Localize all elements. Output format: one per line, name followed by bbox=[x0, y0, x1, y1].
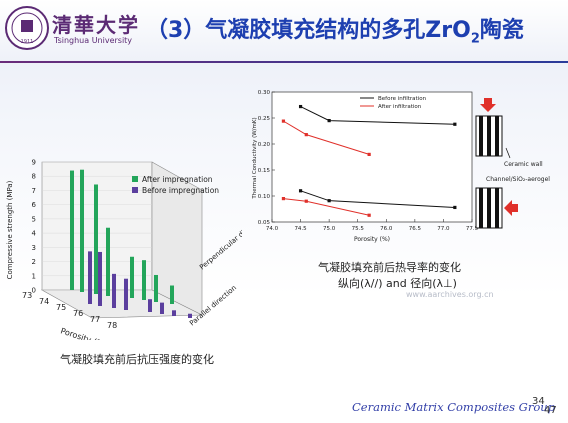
series-point bbox=[281, 119, 286, 123]
caption-right-1: 气凝胶填充前后热导率的变化 bbox=[318, 261, 461, 274]
series-lines bbox=[281, 104, 457, 217]
z-axis-label-perpendicular: Perpendicular direction bbox=[198, 213, 242, 271]
page-number-a: 34 bbox=[532, 396, 545, 407]
series-point bbox=[304, 199, 308, 203]
x-tick-label: 78 bbox=[107, 321, 117, 330]
series-point bbox=[327, 119, 331, 123]
label-ceramic-wall: Ceramic wall bbox=[504, 161, 543, 168]
header-divider bbox=[0, 61, 568, 63]
series-point bbox=[304, 133, 308, 137]
y-tick-label: 0.15 bbox=[258, 168, 271, 174]
x-tick-label: 75 bbox=[56, 303, 66, 312]
caption-left: 气凝胶填充前后抗压强度的变化 bbox=[60, 353, 214, 366]
bar-before bbox=[160, 302, 164, 314]
y-tick-label: 0.10 bbox=[258, 194, 271, 200]
series-point bbox=[327, 199, 331, 203]
chart-side-wall bbox=[151, 161, 203, 316]
x-axis-ticks: 74.0 74.5 75.0 75.5 76.0 76.5 77.0 77.5 bbox=[266, 219, 479, 232]
footer-group-name: Ceramic Matrix Composites Group bbox=[352, 400, 556, 414]
series-point bbox=[367, 213, 371, 217]
y-tick-label: 0 bbox=[32, 287, 36, 295]
bar-before bbox=[148, 299, 152, 312]
bar-after bbox=[94, 184, 98, 294]
y-axis-ticks: 0.05 0.10 0.15 0.20 0.25 0.30 bbox=[258, 90, 275, 226]
slide-title: （3）气凝胶填充结构的多孔ZrO2陶瓷 bbox=[146, 18, 524, 47]
y-tick-label: 0.30 bbox=[258, 90, 271, 96]
series-point bbox=[298, 104, 303, 109]
y-tick-label: 8 bbox=[32, 173, 36, 181]
bar-after bbox=[70, 170, 74, 290]
caption-right-2: 纵向(λ//) and 径向(λ⊥) bbox=[338, 277, 457, 290]
bars bbox=[70, 169, 192, 318]
y-tick-label: 0.20 bbox=[258, 142, 271, 148]
tsinghua-seal-icon: 1911 bbox=[5, 6, 49, 50]
bar-after bbox=[130, 256, 134, 298]
x-tick-label: 74.5 bbox=[294, 226, 307, 232]
y-tick-label: 2 bbox=[32, 258, 36, 266]
x-tick-label: 77.5 bbox=[466, 226, 479, 232]
y-tick-label: 0.05 bbox=[258, 220, 271, 226]
x-tick-label: 75.5 bbox=[352, 226, 365, 232]
series-point bbox=[281, 197, 286, 201]
bar-before bbox=[112, 273, 116, 308]
x-axis-ticks: 73 74 75 76 77 78 bbox=[22, 291, 117, 330]
bar-after bbox=[80, 169, 84, 292]
series-point bbox=[453, 122, 457, 126]
legend-after: After infiltration bbox=[378, 104, 422, 110]
university-name-cn: 清華大学 bbox=[52, 13, 140, 37]
legend-swatch-after bbox=[132, 176, 138, 182]
y-tick-label: 9 bbox=[32, 159, 36, 167]
series-point bbox=[453, 205, 457, 210]
legend-swatch-before bbox=[132, 187, 138, 193]
x-axis-label: Porosity (%) bbox=[354, 236, 390, 243]
x-tick-label: 76.5 bbox=[409, 226, 422, 232]
y-tick-label: 5 bbox=[32, 215, 36, 223]
structure-diagram: Ceramic wall Channel/SiO₂-aerogel bbox=[475, 98, 550, 229]
bar-before bbox=[98, 251, 102, 306]
arrow-down-icon bbox=[480, 98, 496, 112]
x-tick-label: 75.0 bbox=[323, 226, 336, 232]
bar-after bbox=[142, 260, 146, 300]
watermark: www.aarchives.org.cn bbox=[406, 290, 494, 299]
y-axis-label: Compressive strength (MPa) bbox=[6, 180, 14, 279]
x-tick-label: 74 bbox=[39, 297, 49, 306]
legend-after: After impregnation bbox=[142, 175, 213, 184]
svg-text:1911: 1911 bbox=[21, 39, 34, 45]
y-tick-label: 3 bbox=[32, 244, 36, 252]
page-number-b: 47 bbox=[544, 405, 557, 416]
bar-after bbox=[154, 274, 158, 302]
bar-before bbox=[188, 313, 192, 318]
x-tick-label: 76.0 bbox=[380, 226, 393, 232]
y-tick-label: 1 bbox=[32, 272, 36, 280]
bar-before bbox=[124, 278, 128, 310]
thermal-conductivity-chart: 0.05 0.10 0.15 0.20 0.25 0.30 74.0 74.5 75.0 75.… bbox=[252, 90, 550, 243]
series-point bbox=[298, 189, 303, 193]
arrow-left-icon bbox=[504, 200, 518, 216]
x-tick-label: 76 bbox=[73, 309, 83, 318]
x-axis-label: Porosity (%) bbox=[59, 326, 108, 340]
y-tick-label: 6 bbox=[32, 201, 37, 209]
bar-before bbox=[88, 251, 92, 304]
y-tick-label: 4 bbox=[32, 230, 37, 238]
bar-before bbox=[172, 310, 176, 316]
label-channel: Channel/SiO₂-aerogel bbox=[486, 176, 550, 183]
y-axis-label: Thermal Conductivity (W/mK) bbox=[252, 117, 258, 199]
series-point bbox=[367, 152, 371, 156]
university-name-en: Tsinghua University bbox=[54, 36, 133, 45]
x-tick-label: 74.0 bbox=[266, 226, 279, 232]
bar-after bbox=[170, 285, 174, 304]
header-bar bbox=[0, 0, 568, 62]
y-tick-label: 7 bbox=[32, 187, 36, 195]
x-tick-label: 77.0 bbox=[437, 226, 450, 232]
legend-before: Before infiltration bbox=[378, 96, 427, 102]
legend-before: Before impregnation bbox=[142, 186, 219, 195]
y-tick-label: 0.25 bbox=[258, 116, 271, 122]
x-tick-label: 77 bbox=[90, 315, 100, 324]
x-tick-label: 73 bbox=[22, 291, 32, 300]
bar-after bbox=[106, 227, 110, 296]
